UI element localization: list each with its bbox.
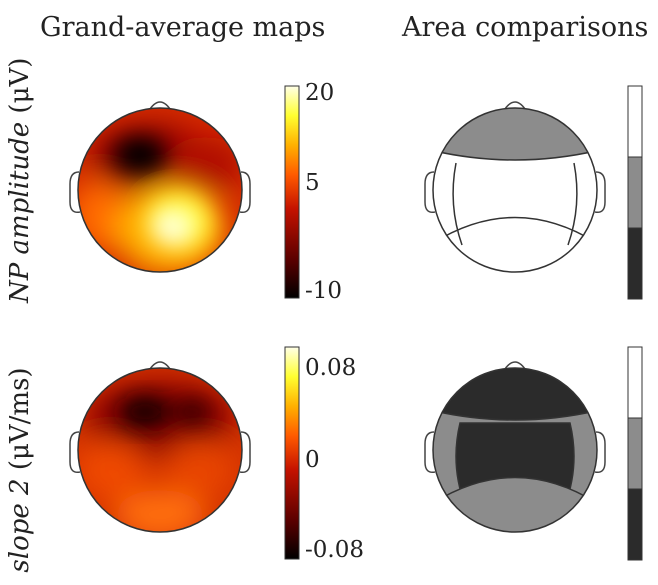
- heatmap-slope-2: [69, 361, 251, 533]
- figure-canvas: [69, 85, 643, 561]
- area-map-np-amplitude: [424, 101, 606, 273]
- colorbar-tick-max: 20: [305, 80, 335, 106]
- right-ear-icon: [239, 431, 251, 474]
- head-outline: [432, 107, 598, 273]
- left-ear-icon: [69, 171, 81, 214]
- colorbar-tick-min: -0.08: [305, 537, 364, 563]
- colorbar-np-amplitude: [284, 85, 300, 299]
- left-ear-icon: [424, 431, 436, 474]
- left-ear-icon: [424, 171, 436, 214]
- area-map-slope-2: [424, 361, 606, 533]
- head-outline: [432, 367, 598, 533]
- grayscale-bar-np-amplitude: [627, 85, 643, 300]
- colorbar-tick-min: -10: [305, 278, 343, 304]
- left-ear-icon: [69, 431, 81, 474]
- colorbar-slope-2: [284, 346, 300, 560]
- right-ear-icon: [594, 171, 606, 214]
- right-ear-icon: [239, 171, 251, 214]
- row-label-np-amplitude: NP amplitude (μV): [5, 57, 35, 303]
- title-grand-average-maps: Grand-average maps: [40, 12, 326, 43]
- right-ear-icon: [594, 431, 606, 474]
- grayscale-bar-slope-2: [627, 346, 643, 561]
- head-outline: [77, 367, 243, 533]
- colorbar-tick-mid: 5: [305, 170, 320, 196]
- head-outline: [77, 107, 243, 273]
- row-label-slope-2: slope 2 (μV/ms): [5, 367, 35, 573]
- colorbar-tick-mid: 0: [305, 447, 320, 473]
- colorbar-tick-max: 0.08: [305, 355, 357, 381]
- heatmap-np-amplitude: [69, 101, 251, 273]
- title-area-comparisons: Area comparisons: [402, 12, 649, 43]
